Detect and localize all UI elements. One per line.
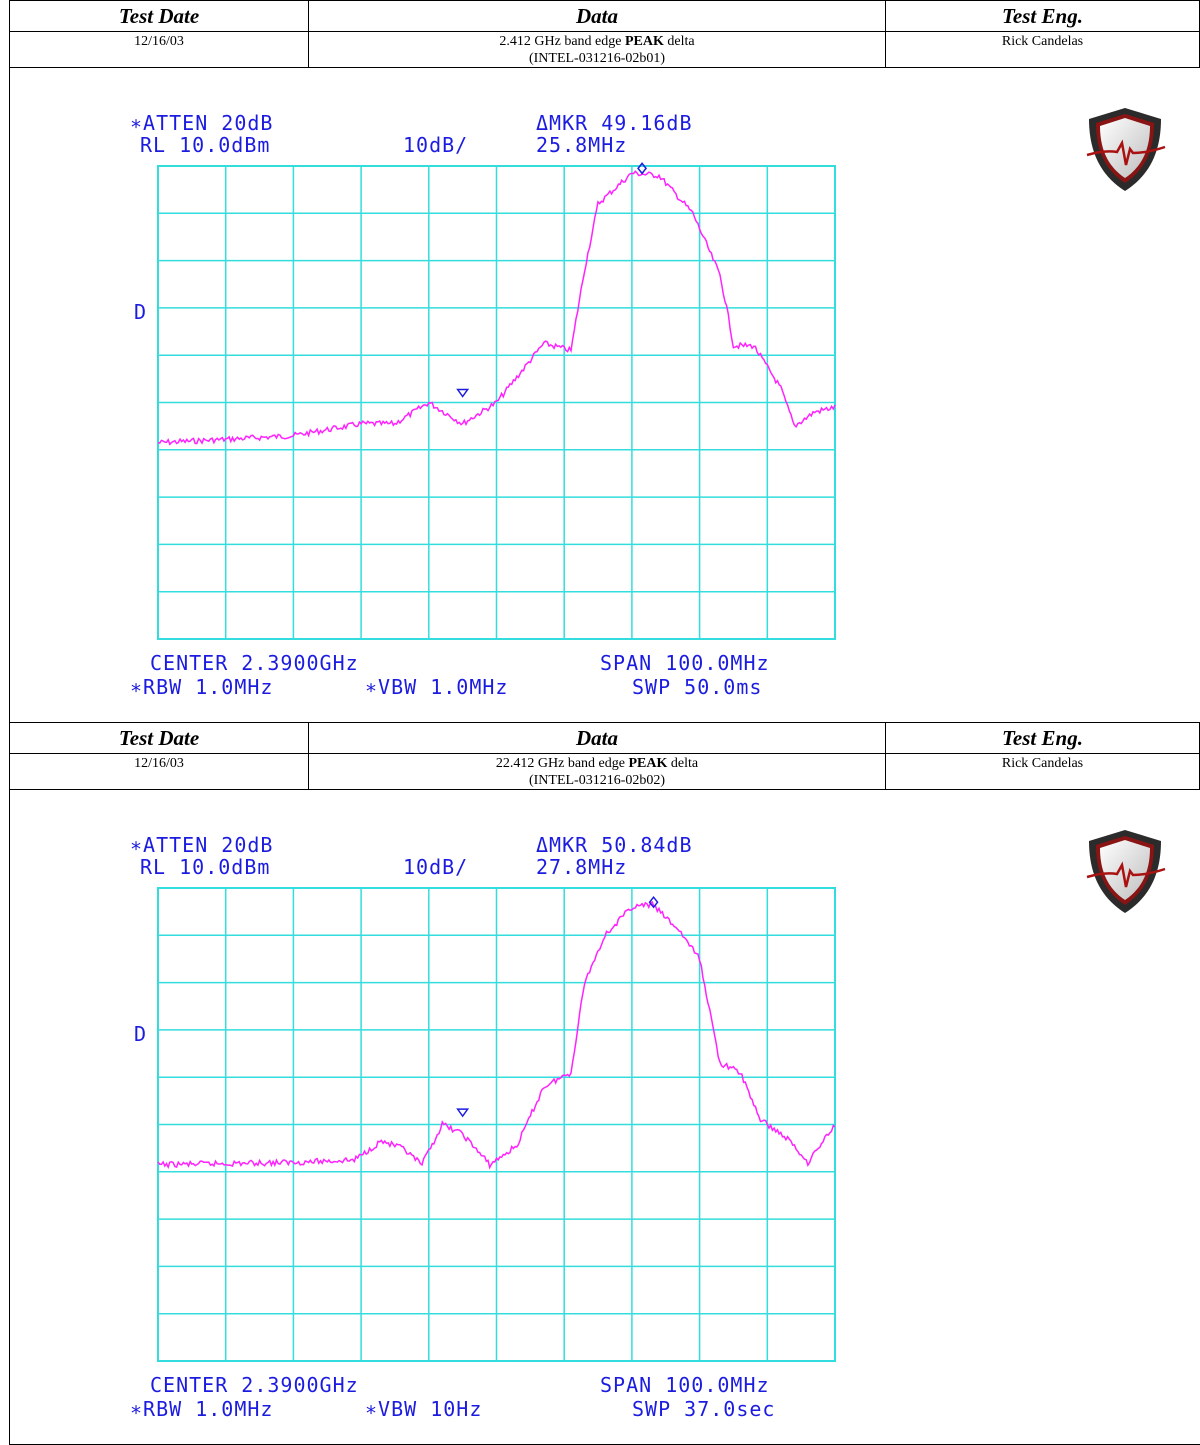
header-test-date: Test Date xyxy=(9,0,309,32)
marker-symbols xyxy=(456,895,659,1118)
analyzer-screen: ∗ATTEN 20dB RL 10.0dBm 10dB/ ΔMKR 50.84d… xyxy=(130,833,836,1421)
span-label: SPAN 100.0MHz xyxy=(600,651,770,675)
test-date-value: 12/16/03 xyxy=(134,34,184,49)
cell-data: 22.412 GHz band edge PEAK delta (INTEL-0… xyxy=(308,753,886,790)
shield-waveform-icon xyxy=(1086,830,1166,913)
shield-waveform-icon xyxy=(1086,108,1166,191)
analyzer-plot-box: ∗ATTEN 20dB RL 10.0dBm 10dB/ ΔMKR 50.84d… xyxy=(9,789,1200,1445)
delta-marker-diamond xyxy=(637,162,648,175)
cell-engineer: Rick Candelas xyxy=(885,753,1200,790)
sweep-label: SWP 37.0sec xyxy=(632,1397,775,1421)
analyzer-plot-box: ∗ATTEN 20dB RL 10.0dBm 10dB/ ΔMKR 49.16d… xyxy=(9,67,1200,723)
data-id: (INTEL-031216-02b02) xyxy=(528,773,666,788)
marker-symbols xyxy=(456,162,648,398)
sweep-label: SWP 50.0ms xyxy=(632,675,762,699)
display-line-marker: D xyxy=(134,1022,147,1046)
engineer-name: Rick Candelas xyxy=(1001,756,1084,771)
header-data: Data xyxy=(308,722,886,754)
header-data: Data xyxy=(308,0,886,32)
center-freq-label: CENTER 2.3900GHz xyxy=(150,651,359,675)
rbw-label: ∗RBW 1.0MHz xyxy=(130,1397,273,1421)
test-date-value: 12/16/03 xyxy=(134,756,184,771)
delta-marker-freq: 27.8MHz xyxy=(536,855,627,879)
vbw-label: ∗VBW 10Hz xyxy=(365,1397,482,1421)
ref-level-label: RL 10.0dBm xyxy=(140,133,270,157)
reference-marker-triangle xyxy=(456,1108,470,1118)
ref-level-label: RL 10.0dBm xyxy=(140,855,270,879)
spectrum-trace xyxy=(157,900,836,1170)
delta-marker-diamond xyxy=(648,895,659,909)
header-test-eng: Test Eng. xyxy=(885,722,1200,754)
header-test-eng: Test Eng. xyxy=(885,0,1200,32)
cell-engineer: Rick Candelas xyxy=(885,31,1200,68)
display-line-marker: D xyxy=(134,300,147,324)
engineer-name: Rick Candelas xyxy=(1001,34,1084,49)
graticule xyxy=(157,887,836,1362)
data-suffix: delta xyxy=(663,34,695,49)
data-suffix: delta xyxy=(667,756,699,771)
delta-marker-freq: 25.8MHz xyxy=(536,133,627,157)
data-prefix: 2.412 GHz band edge xyxy=(499,34,625,49)
data-id: (INTEL-031216-02b01) xyxy=(528,51,666,66)
atten-label: ∗ATTEN 20dB xyxy=(130,833,273,857)
delta-marker-label: ΔMKR 49.16dB xyxy=(536,111,693,135)
rbw-label: ∗RBW 1.0MHz xyxy=(130,675,273,699)
cell-date: 12/16/03 xyxy=(9,31,309,68)
data-bold: PEAK xyxy=(628,756,668,771)
data-prefix: 22.412 GHz band edge xyxy=(495,756,629,771)
atten-label: ∗ATTEN 20dB xyxy=(130,111,273,135)
graticule xyxy=(157,165,836,640)
center-freq-label: CENTER 2.3900GHz xyxy=(150,1373,359,1397)
analyzer-screen: ∗ATTEN 20dB RL 10.0dBm 10dB/ ΔMKR 49.16d… xyxy=(130,111,836,699)
cell-data: 2.412 GHz band edge PEAK delta (INTEL-03… xyxy=(308,31,886,68)
scale-label: 10dB/ xyxy=(403,855,468,879)
cell-date: 12/16/03 xyxy=(9,753,309,790)
header-test-date: Test Date xyxy=(9,722,309,754)
delta-marker-label: ΔMKR 50.84dB xyxy=(536,833,693,857)
span-label: SPAN 100.0MHz xyxy=(600,1373,770,1397)
vbw-label: ∗VBW 1.0MHz xyxy=(365,675,508,699)
scale-label: 10dB/ xyxy=(403,133,468,157)
data-bold: PEAK xyxy=(624,34,664,49)
reference-marker-triangle xyxy=(456,388,470,398)
spectrum-trace xyxy=(157,170,836,446)
